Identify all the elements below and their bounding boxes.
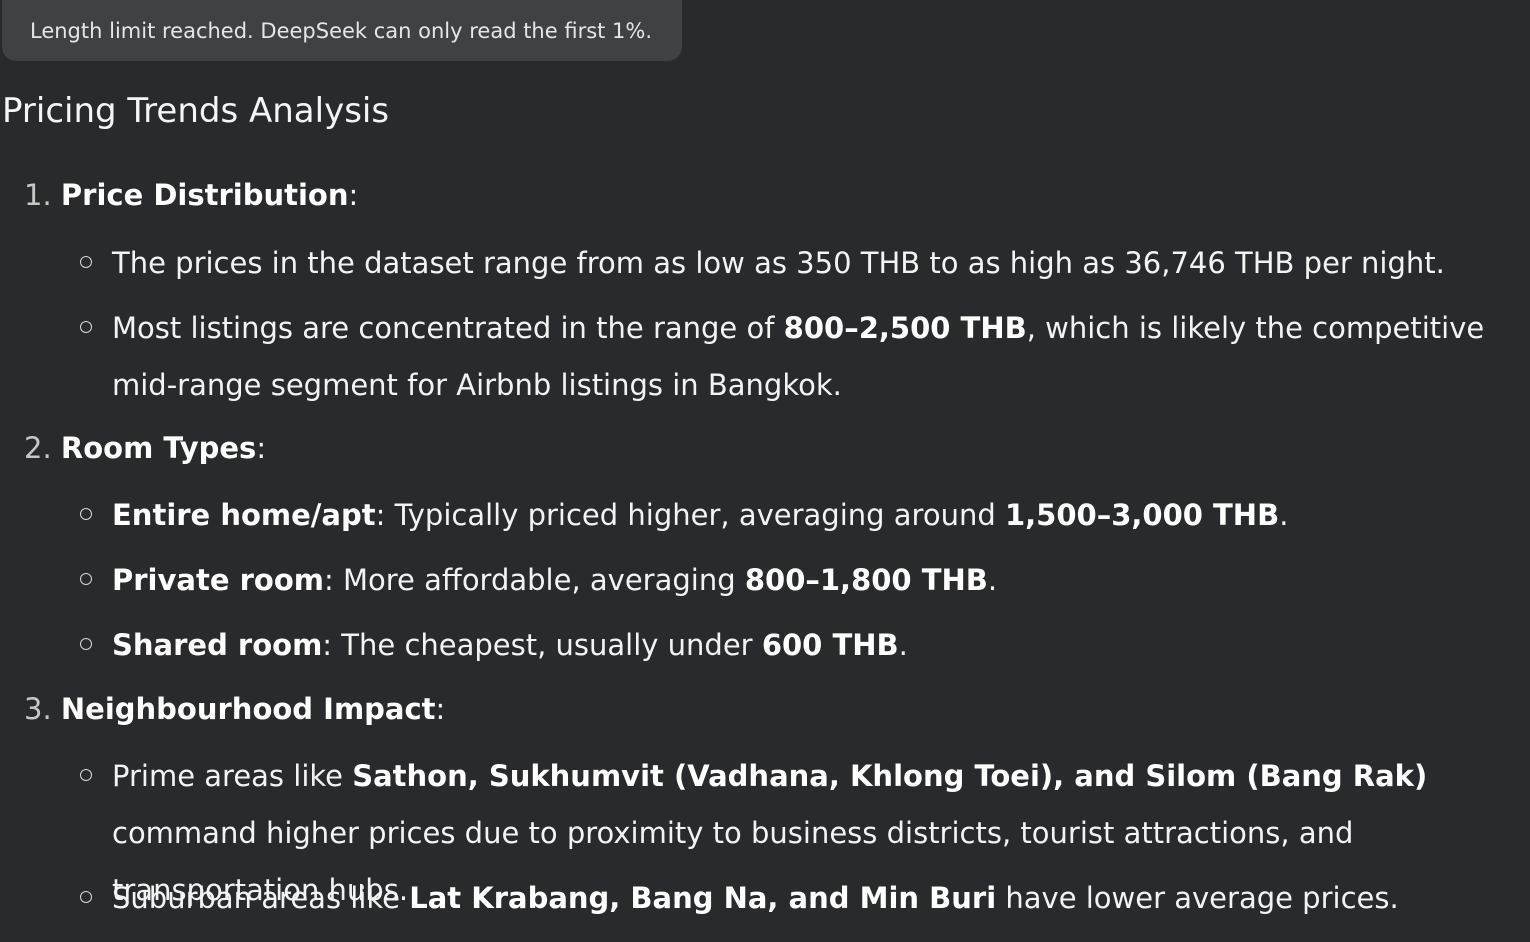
section-colon: : bbox=[435, 692, 446, 726]
bullet-circle-icon bbox=[80, 638, 92, 650]
bullet-circle-icon bbox=[80, 769, 92, 781]
bullet-circle-icon bbox=[80, 508, 92, 520]
list-item-text: Suburban areas like Lat Krabang, Bang Na… bbox=[112, 870, 1500, 927]
page-title: Pricing Trends Analysis bbox=[2, 91, 390, 131]
bold-text: 800–2,500 THB bbox=[783, 311, 1027, 345]
text-run: Suburban areas like bbox=[112, 881, 410, 915]
list-item-text: Private room: More affordable, averaging… bbox=[112, 552, 1500, 609]
list-item-text: Shared room: The cheapest, usually under… bbox=[112, 617, 1500, 674]
text-run: : The cheapest, usually under bbox=[322, 628, 762, 662]
section-heading-room-types: 2. Room Types: bbox=[24, 431, 266, 465]
section-heading-neighbourhood-impact: 3. Neighbourhood Impact: bbox=[24, 692, 445, 726]
bold-text: 1,500–3,000 THB bbox=[1004, 498, 1280, 532]
bold-text: Private room bbox=[112, 563, 324, 597]
bullet-circle-icon bbox=[80, 891, 92, 903]
text-run: command higher prices due to proximity t… bbox=[112, 816, 1354, 907]
list-item: Entire home/apt: Typically priced higher… bbox=[80, 487, 1500, 544]
bold-text: Lat Krabang, Bang Na, and Min Buri bbox=[409, 881, 997, 915]
bold-text: 800–1,800 THB bbox=[744, 563, 988, 597]
text-run: The prices in the dataset range from as … bbox=[112, 246, 1445, 280]
list-item-text: Most listings are concentrated in the ra… bbox=[112, 300, 1500, 414]
text-run: : More affordable, averaging bbox=[323, 563, 745, 597]
bullet-circle-icon bbox=[80, 321, 92, 333]
list-item: Shared room: The cheapest, usually under… bbox=[80, 617, 1500, 674]
section-number: 2. bbox=[24, 431, 52, 465]
list-item: Private room: More affordable, averaging… bbox=[80, 552, 1500, 609]
bold-text: Shared room bbox=[112, 628, 323, 662]
section-colon: : bbox=[256, 431, 267, 465]
list-item: The prices in the dataset range from as … bbox=[80, 235, 1500, 292]
section-title: Price Distribution bbox=[60, 178, 349, 212]
section-number: 3. bbox=[24, 692, 52, 726]
text-run: . bbox=[987, 563, 998, 597]
length-limit-notice: Length limit reached. DeepSeek can only … bbox=[2, 0, 682, 61]
text-run: have lower average prices. bbox=[996, 881, 1399, 915]
text-run: , which is likely the competitive mid-ra… bbox=[112, 311, 1485, 402]
bold-text: Sathon, Sukhumvit (Vadhana, Khlong Toei)… bbox=[352, 759, 1428, 793]
text-run: Prime areas like bbox=[112, 759, 353, 793]
list-item-text: Entire home/apt: Typically priced higher… bbox=[112, 487, 1500, 544]
text-run: Most listings are concentrated in the ra… bbox=[112, 311, 784, 345]
bullet-circle-icon bbox=[80, 256, 92, 268]
list-item-text: The prices in the dataset range from as … bbox=[112, 235, 1500, 292]
section-number: 1. bbox=[24, 178, 52, 212]
notice-text: Length limit reached. DeepSeek can only … bbox=[30, 18, 653, 43]
section-colon: : bbox=[348, 178, 359, 212]
text-run: . bbox=[898, 628, 908, 662]
list-item-text: Prime areas like Sathon, Sukhumvit (Vadh… bbox=[112, 748, 1500, 919]
bold-text: Entire home/apt bbox=[112, 498, 376, 532]
bullet-circle-icon bbox=[80, 573, 92, 585]
list-item: Prime areas like Sathon, Sukhumvit (Vadh… bbox=[80, 748, 1500, 919]
section-title: Room Types bbox=[60, 431, 257, 465]
list-item: Most listings are concentrated in the ra… bbox=[80, 300, 1500, 414]
list-item: Suburban areas like Lat Krabang, Bang Na… bbox=[80, 870, 1500, 927]
text-run: : Typically priced higher, averaging aro… bbox=[375, 498, 1005, 532]
bold-text: 600 THB bbox=[761, 628, 899, 662]
text-run: . bbox=[1279, 498, 1289, 532]
section-title: Neighbourhood Impact bbox=[60, 692, 436, 726]
section-heading-price-distribution: 1. Price Distribution: bbox=[24, 178, 358, 212]
